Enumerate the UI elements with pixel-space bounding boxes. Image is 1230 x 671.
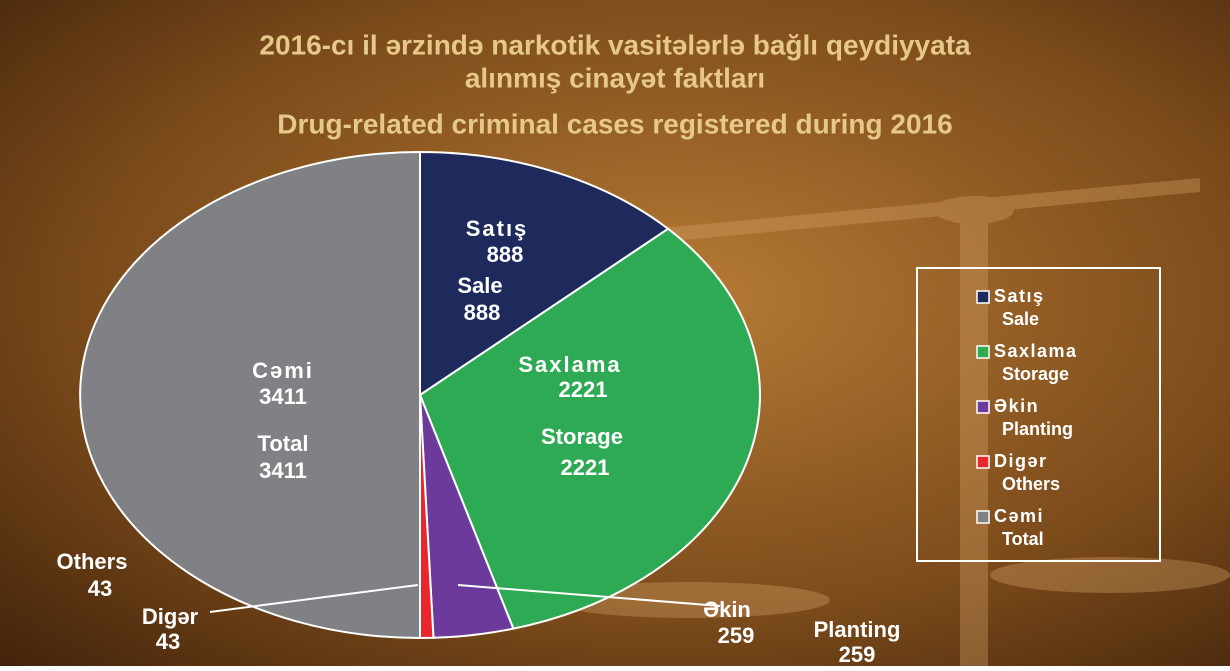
data-label: Others	[57, 549, 128, 574]
chart-title: alınmış cinayət faktları	[465, 62, 765, 93]
data-label: 3411	[259, 384, 307, 409]
data-label: 2221	[559, 377, 608, 402]
legend-swatch	[977, 511, 989, 523]
data-label: 2221	[561, 455, 610, 480]
data-label: Satış	[466, 216, 529, 241]
data-label: Total	[258, 431, 309, 456]
legend-swatch	[977, 346, 989, 358]
data-label: 43	[88, 576, 112, 601]
legend-label: Saxlama	[994, 341, 1078, 361]
legend-label: Sale	[1002, 309, 1039, 329]
data-label: Digər	[142, 604, 199, 629]
data-label: Planting	[814, 617, 901, 642]
chart-title: 2016-cı il ərzində narkotik vasitələrlə …	[259, 29, 971, 60]
legend-swatch	[977, 401, 989, 413]
legend-label: Satış	[994, 286, 1045, 306]
legend-label: Others	[1002, 474, 1060, 494]
legend-label: Total	[1002, 529, 1044, 549]
legend-label: Cəmi	[994, 506, 1044, 526]
legend-label: Digər	[994, 451, 1048, 471]
data-label: Sale	[457, 273, 502, 298]
data-label: Storage	[541, 424, 623, 449]
data-label: Saxlama	[518, 352, 621, 377]
data-label: 259	[839, 642, 876, 666]
data-label: 888	[487, 242, 524, 267]
chart-subtitle: Drug-related criminal cases registered d…	[277, 108, 952, 139]
pie	[80, 152, 760, 638]
data-label: 43	[156, 629, 180, 654]
data-label: Əkin	[703, 597, 751, 622]
legend-label: Planting	[1002, 419, 1073, 439]
data-label: 3411	[259, 458, 307, 483]
data-label: Cəmi	[252, 358, 314, 383]
legend-label: Əkin	[994, 396, 1039, 416]
legend-swatch	[977, 291, 989, 303]
legend-swatch	[977, 456, 989, 468]
chart: 2016-cı il ərzində narkotik vasitələrlə …	[0, 0, 1230, 666]
page: 2016-cı il ərzində narkotik vasitələrlə …	[0, 0, 1230, 671]
data-label: 888	[464, 300, 501, 325]
legend-label: Storage	[1002, 364, 1069, 384]
data-label: 259	[718, 623, 755, 648]
